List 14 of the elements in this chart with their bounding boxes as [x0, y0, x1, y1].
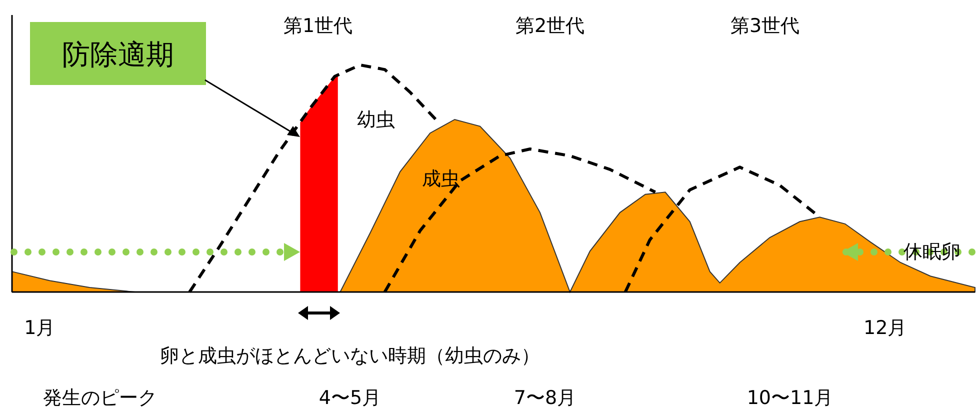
x-tick-label: 12月 [863, 317, 907, 339]
annotation: 防除適期 [62, 38, 174, 71]
annotation: 休眠卵 [904, 241, 960, 263]
text: 発生のピーク [43, 387, 157, 409]
x-tick-label: 1月 [24, 317, 56, 339]
series-label: 成虫 [422, 168, 460, 190]
text: 4〜5月 [318, 387, 382, 409]
text: 第1世代 [283, 15, 353, 37]
text: 第3世代 [730, 15, 800, 37]
text: 卵と成虫がほとんどいない時期（幼虫のみ） [160, 345, 540, 367]
text: 7〜8月 [514, 387, 576, 409]
series-label: 幼虫 [357, 109, 395, 131]
text: 10〜11月 [746, 387, 834, 409]
text: 第2世代 [515, 15, 585, 37]
